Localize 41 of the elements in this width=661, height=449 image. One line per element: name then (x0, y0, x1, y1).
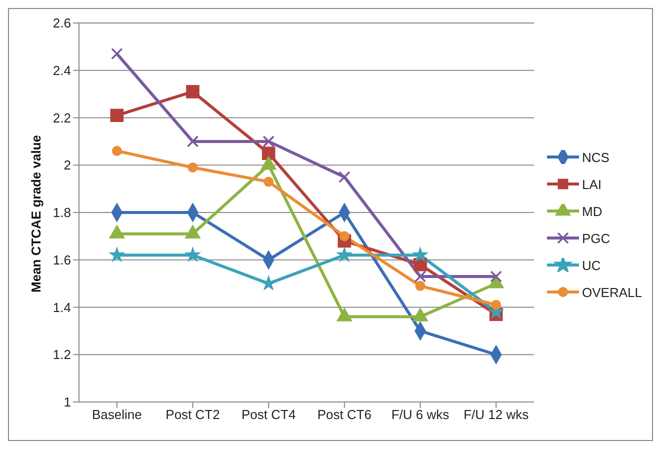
point (415, 280, 426, 291)
y-tick-label: 2.4 (52, 62, 71, 78)
legend-label: PGC (582, 230, 610, 246)
y-tick-label: 2.2 (52, 110, 71, 126)
x-tick-label: F/U 6 wks (391, 407, 450, 422)
point (262, 146, 276, 160)
point (412, 247, 428, 262)
y-tick-label: 1.6 (52, 252, 71, 268)
point (414, 270, 426, 282)
y-tick-label: 1.2 (52, 347, 71, 362)
point (110, 108, 124, 122)
point (112, 146, 122, 156)
legend-label: LAI (582, 176, 602, 192)
point (264, 176, 274, 187)
x-tick-label: Baseline (92, 407, 142, 422)
x-tick-label: Post CT2 (166, 407, 220, 422)
point (414, 258, 427, 272)
point (337, 247, 352, 262)
point (110, 247, 124, 262)
y-axis-title: Mean CTCAE grade value (28, 135, 44, 292)
y-tick-label: 1.4 (52, 300, 71, 315)
y-tick-label: 1.8 (52, 205, 71, 220)
legend-label: UC (582, 258, 601, 272)
point (111, 48, 123, 60)
point (185, 247, 200, 262)
y-tick-label: 2 (64, 158, 71, 173)
legend-label: OVERALL (582, 284, 642, 300)
legend-label: NCS (582, 150, 610, 164)
point (491, 300, 502, 310)
point (186, 85, 200, 98)
x-tick-label: F/U 12 wks (464, 407, 530, 422)
legend-label: MD (582, 204, 602, 218)
point (262, 136, 274, 148)
y-tick-label: 1 (64, 394, 71, 410)
point (188, 162, 198, 172)
point (338, 171, 350, 183)
x-tick-label: Post CT4 (241, 407, 296, 422)
x-tick-label: Post CT6 (317, 407, 372, 422)
y-tick-label: 2.6 (52, 16, 71, 31)
point (186, 136, 199, 148)
point (261, 276, 276, 290)
